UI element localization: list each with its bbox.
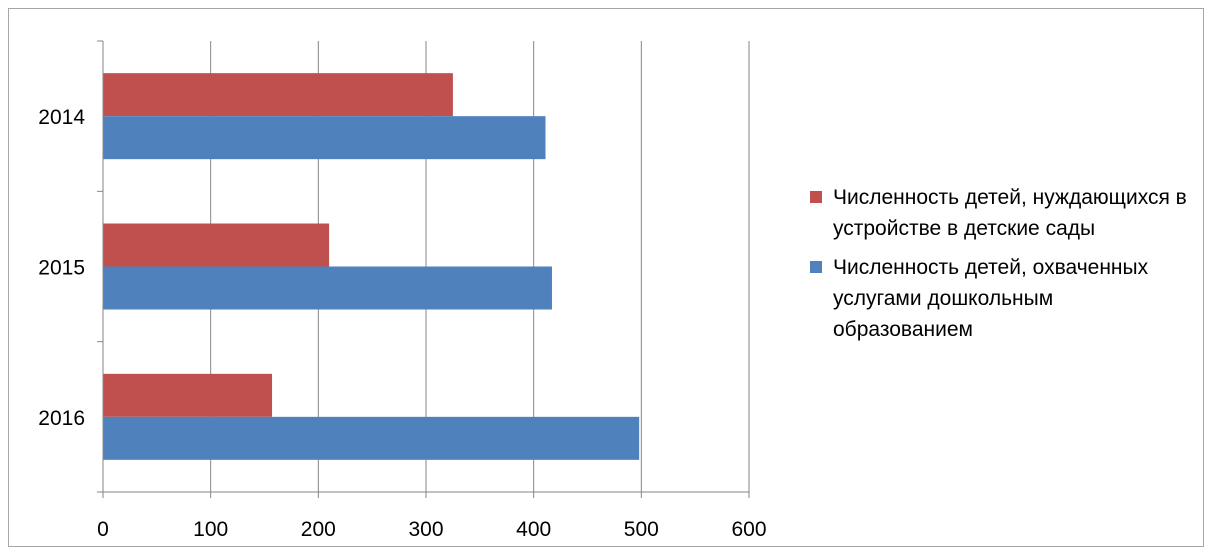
legend-swatch-need xyxy=(810,191,822,203)
chart-border xyxy=(8,8,1204,547)
y-tick-label-2015: 2015 xyxy=(38,257,85,280)
legend-swatch-covered xyxy=(810,261,822,273)
bars xyxy=(103,73,640,460)
y-tick-label-2016: 2016 xyxy=(38,407,85,430)
x-tick-label-100: 100 xyxy=(193,518,228,541)
x-tick-label-600: 600 xyxy=(731,518,766,541)
x-tick-label-300: 300 xyxy=(408,518,443,541)
tick-labels: 0 100 200 300 400 500 600 2014 2015 2016 xyxy=(38,106,766,541)
legend-label-covered: Численность детей, охваченных услугами д… xyxy=(833,256,1149,341)
legend: Численность детей, нуждающихся в устройс… xyxy=(810,182,1190,353)
bar-2014-series-1 xyxy=(103,116,546,160)
legend-item-covered: Численность детей, охваченных услугами д… xyxy=(810,252,1190,345)
bar-2016-series-1 xyxy=(103,416,640,460)
bar-2015-series-1 xyxy=(103,266,552,310)
x-tick-label-400: 400 xyxy=(516,518,551,541)
legend-item-need: Численность детей, нуждающихся в устройс… xyxy=(810,182,1190,244)
bar-2015-series-0 xyxy=(103,223,330,267)
bar-2014-series-0 xyxy=(103,73,453,117)
x-tick-label-500: 500 xyxy=(624,518,659,541)
y-tick-label-2014: 2014 xyxy=(38,106,85,129)
legend-label-need: Численность детей, нуждающихся в устройс… xyxy=(833,186,1187,240)
x-tick-label-200: 200 xyxy=(301,518,336,541)
axes xyxy=(97,40,750,498)
x-tick-label-0: 0 xyxy=(97,518,109,541)
bar-2016-series-0 xyxy=(103,373,273,417)
